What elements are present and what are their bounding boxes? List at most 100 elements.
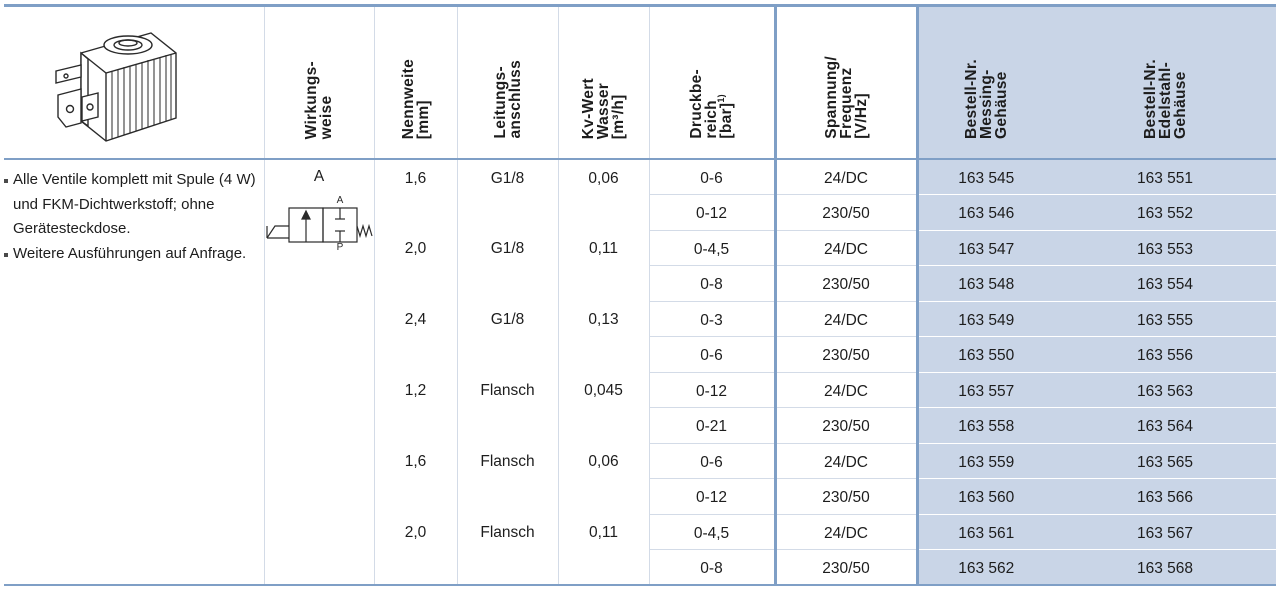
table-row: 1,6 Flansch 0,06 0-6 24/DC 163 559 163 565: [4, 443, 1276, 514]
order-brass-cell: 163 545: [915, 159, 1054, 195]
header-brass: Bestell-Nr. Messing- Gehäuse: [915, 5, 1054, 160]
pressure-cell: 0-3: [648, 301, 775, 337]
header-pressure-label: Druckbe- reich [bar]1): [688, 69, 735, 139]
solenoid-coil-icon: [55, 32, 177, 142]
order-brass-cell: 163 558: [915, 407, 1054, 444]
nominal-cell: 1,2: [373, 372, 457, 443]
order-steel-cell: 163 553: [1054, 230, 1276, 266]
order-steel-cell: 163 552: [1054, 194, 1276, 231]
table-row: 2,0 G1/8 0,11 0-4,5 24/DC 163 547 163 553: [4, 230, 1276, 301]
voltage-cell: 230/50: [773, 336, 917, 373]
order-brass-cell: 163 560: [915, 478, 1054, 515]
voltage-cell: 230/50: [773, 549, 917, 586]
order-brass-cell: 163 550: [915, 336, 1054, 373]
table-row: 0-8 230/50 163 562 163 568: [4, 549, 1276, 586]
table-row: Alle Ventile komplett mit Spule (4 W) un…: [4, 159, 1276, 585]
nominal-cell: 2,4: [373, 301, 457, 372]
header-brass-label: Bestell-Nr. Messing- Gehäuse: [962, 59, 1010, 139]
order-steel-cell: 163 565: [1054, 443, 1276, 479]
table-row: 1,2 Flansch 0,045 0-12 24/DC 163 557 163 563: [4, 372, 1276, 443]
table-body: Alle Ventile komplett mit Spule (4 W) un…: [4, 159, 1276, 586]
header-nominal-label: Nennweite [mm]: [399, 58, 432, 139]
kv-cell: 0,13: [557, 301, 649, 372]
note-item: Alle Ventile komplett mit Spule (4 W) un…: [4, 168, 264, 242]
connection-cell: G1/8: [456, 230, 558, 301]
connection-cell: G1/8: [456, 159, 558, 230]
voltage-cell: 230/50: [773, 478, 917, 515]
voltage-cell: 24/DC: [773, 301, 917, 337]
notes-cell: Alle Ventile komplett mit Spule (4 W) un…: [4, 159, 264, 585]
port-p-label: P: [336, 242, 343, 250]
port-a-label: A: [336, 195, 343, 206]
pressure-cell: 0-6: [648, 159, 775, 195]
product-image-cell: [4, 5, 264, 160]
voltage-cell: 24/DC: [773, 159, 917, 195]
pressure-cell: 0-6: [648, 336, 775, 373]
pressure-cell: 0-8: [648, 549, 775, 586]
order-steel-cell: 163 555: [1054, 301, 1276, 337]
nominal-cell: 2,0: [373, 230, 457, 301]
footnote-marker: 1): [715, 94, 726, 104]
order-steel-cell: 163 554: [1054, 265, 1276, 302]
order-steel-cell: 163 556: [1054, 336, 1276, 373]
connection-cell: G1/8: [456, 301, 558, 372]
pressure-cell: 0-12: [648, 372, 775, 408]
order-steel-cell: 163 567: [1054, 514, 1276, 550]
nominal-cell: 2,0: [373, 514, 457, 585]
pressure-cell: 0-12: [648, 194, 775, 231]
order-brass-cell: 163 549: [915, 301, 1054, 337]
pressure-cell: 0-8: [648, 265, 775, 302]
order-brass-cell: 163 547: [915, 230, 1054, 266]
notes-list: Alle Ventile komplett mit Spule (4 W) un…: [4, 168, 264, 266]
table-row: 0-21 230/50 163 558 163 564: [4, 407, 1276, 444]
header-pressure-text: Druckbe- reich [bar]: [688, 69, 735, 139]
pressure-cell: 0-21: [648, 407, 775, 444]
order-brass-cell: 163 559: [915, 443, 1054, 479]
header-pressure: Druckbe- reich [bar]1): [648, 5, 775, 160]
voltage-cell: 230/50: [773, 265, 917, 302]
table-row: 0-12 230/50 163 546 163 552: [4, 194, 1276, 231]
kv-cell: 0,11: [557, 230, 649, 301]
nominal-cell: 1,6: [373, 159, 457, 230]
voltage-cell: 24/DC: [773, 443, 917, 479]
nominal-cell: 1,6: [373, 443, 457, 514]
order-brass-cell: 163 561: [915, 514, 1054, 550]
order-steel-cell: 163 563: [1054, 372, 1276, 408]
note-item: Weitere Ausführungen auf Anfrage.: [4, 242, 264, 267]
pressure-cell: 0-12: [648, 478, 775, 515]
header-connection: Leitungs- anschluss: [456, 5, 558, 160]
kv-cell: 0,11: [557, 514, 649, 585]
kv-cell: 0,06: [557, 159, 649, 230]
header-kv: Kv-Wert Wasser [m³/h]: [557, 5, 649, 160]
connection-cell: Flansch: [456, 372, 558, 443]
header-voltage-label: Spannung/ Frequenz [V/Hz]: [822, 56, 870, 139]
header-voltage: Spannung/ Frequenz [V/Hz]: [773, 5, 917, 160]
connection-cell: Flansch: [456, 443, 558, 514]
order-brass-cell: 163 548: [915, 265, 1054, 302]
header-nominal: Nennweite [mm]: [373, 5, 457, 160]
order-steel-cell: 163 564: [1054, 407, 1276, 444]
mode-letter: A: [313, 168, 325, 185]
header-steel: Bestell-Nr. Edelstahl- Gehäuse: [1054, 5, 1276, 160]
order-brass-cell: 163 546: [915, 194, 1054, 231]
order-steel-cell: 163 568: [1054, 549, 1276, 586]
voltage-cell: 230/50: [773, 407, 917, 444]
pressure-cell: 0-4,5: [648, 230, 775, 266]
voltage-cell: 230/50: [773, 194, 917, 231]
voltage-cell: 24/DC: [773, 514, 917, 550]
kv-cell: 0,06: [557, 443, 649, 514]
order-steel-cell: 163 566: [1054, 478, 1276, 515]
pressure-cell: 0-4,5: [648, 514, 775, 550]
header-row: Wirkungs- weise Nennweite [mm] Leitungs-…: [4, 5, 1276, 160]
table-row: 0-12 230/50 163 560 163 566: [4, 478, 1276, 515]
order-brass-cell: 163 562: [915, 549, 1054, 586]
order-steel-cell: 163 551: [1054, 159, 1276, 195]
valve-spec-table: Wirkungs- weise Nennweite [mm] Leitungs-…: [4, 4, 1276, 586]
header-mode: Wirkungs- weise: [263, 5, 374, 160]
connection-cell: Flansch: [456, 514, 558, 585]
pressure-cell: 0-6: [648, 443, 775, 479]
header-mode-label: Wirkungs- weise: [303, 60, 335, 139]
header-steel-label: Bestell-Nr. Edelstahl- Gehäuse: [1141, 59, 1189, 139]
table-row: 2,4 G1/8 0,13 0-3 24/DC 163 549 163 555: [4, 301, 1276, 372]
kv-cell: 0,045: [557, 372, 649, 443]
